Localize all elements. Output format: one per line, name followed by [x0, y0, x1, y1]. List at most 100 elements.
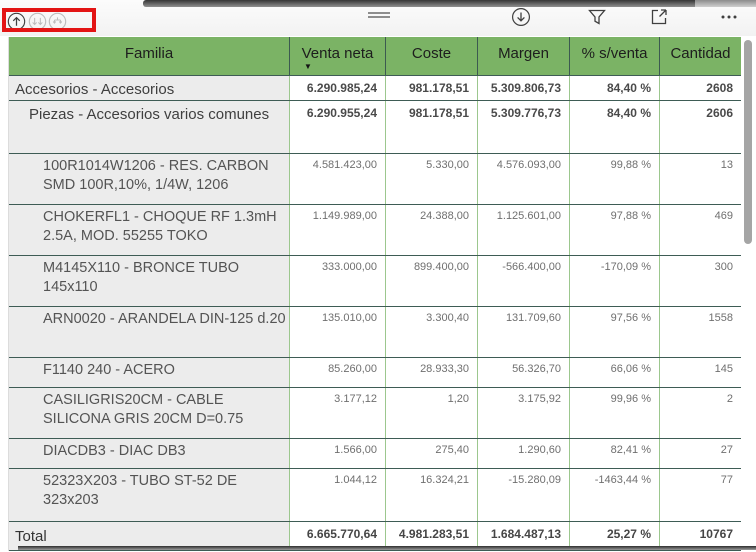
drill-down-toggle-button[interactable]	[510, 6, 532, 28]
cell-margen[interactable]: 3.175,92	[477, 388, 569, 438]
sort-descending-icon: ▼	[304, 62, 312, 71]
cell-coste[interactable]: 899.400,00	[385, 256, 477, 306]
cell-pct-s-venta[interactable]: 99,88 %	[569, 154, 659, 204]
column-header-label: Venta neta	[301, 45, 374, 62]
row-header[interactable]: M4145X110 - BRONCE TUBO 145x110	[9, 256, 289, 306]
cell-venta-neta[interactable]: 85.260,00	[289, 358, 385, 387]
more-options-button[interactable]	[718, 6, 740, 28]
cell-venta-neta[interactable]: 6.290.985,24	[289, 76, 385, 100]
focus-mode-button[interactable]	[648, 6, 670, 28]
cell-venta-neta[interactable]: 3.177,12	[289, 388, 385, 438]
cell-pct-s-venta[interactable]: 82,41 %	[569, 439, 659, 468]
cell-coste[interactable]: 24.388,00	[385, 205, 477, 255]
cell-margen[interactable]: 56.326,70	[477, 358, 569, 387]
column-header-label: Margen	[498, 45, 549, 62]
column-header-venta-neta[interactable]: Venta neta ▼	[289, 37, 385, 75]
cell-cantidad[interactable]: 145	[659, 358, 741, 387]
cell-coste[interactable]: 16.324,21	[385, 469, 477, 521]
column-header-label: Coste	[411, 45, 452, 62]
cell-venta-neta[interactable]: 333.000,00	[289, 256, 385, 306]
drag-handle[interactable]	[368, 12, 390, 19]
cell-cantidad[interactable]: 13	[659, 154, 741, 204]
column-header-familia[interactable]: Familia	[9, 37, 289, 75]
cell-venta-neta[interactable]: 6.290.955,24	[289, 101, 385, 153]
cell-margen[interactable]: 4.576.093,00	[477, 154, 569, 204]
cell-margen[interactable]: -15.280,09	[477, 469, 569, 521]
cell-pct-s-venta[interactable]: -1463,44 %	[569, 469, 659, 521]
table-row[interactable]: F1140 240 - ACERO 85.260,00 28.933,30 56.32…	[9, 358, 741, 388]
row-header[interactable]: DIACDB3 - DIAC DB3	[9, 439, 289, 468]
cell-coste[interactable]: 28.933,30	[385, 358, 477, 387]
cell-coste[interactable]: 1,20	[385, 388, 477, 438]
cell-venta-neta[interactable]: 1.149.989,00	[289, 205, 385, 255]
cell-venta-neta[interactable]: 1.044,12	[289, 469, 385, 521]
cell-pct-s-venta[interactable]: 84,40 %	[569, 76, 659, 100]
cell-pct-s-venta[interactable]: 66,06 %	[569, 358, 659, 387]
table-row[interactable]: DIACDB3 - DIAC DB3 1.566,00 275,40 1.290,60…	[9, 439, 741, 469]
cell-cantidad[interactable]: 2606	[659, 101, 741, 153]
row-header[interactable]: 100R1014W1206 - RES. CARBON SMD 100R,10%…	[9, 154, 289, 204]
row-header[interactable]: 52323X203 - TUBO ST-52 DE 323x203	[9, 469, 289, 521]
row-header[interactable]: CHOKERFL1 - CHOQUE RF 1.3mH 2.5A, MOD. 5…	[9, 205, 289, 255]
table-row[interactable]: Accesorios - Accesorios 6.290.985,24 981.1…	[9, 76, 741, 101]
cell-margen[interactable]: 131.709,60	[477, 307, 569, 357]
cell-cantidad[interactable]: 77	[659, 469, 741, 521]
matrix-table: Familia Venta neta ▼ Coste Margen % s/venta Ca…	[8, 37, 741, 551]
cell-coste[interactable]: 3.300,40	[385, 307, 477, 357]
table-row[interactable]: M4145X110 - BRONCE TUBO 145x110 333.000,0…	[9, 256, 741, 307]
filter-button[interactable]	[586, 6, 608, 28]
top-edge-strip-light	[695, 0, 756, 7]
total-cell-venta-neta: 6.665.770,64	[289, 522, 385, 550]
focus-mode-icon	[651, 9, 667, 25]
total-cell-coste: 4.981.283,51	[385, 522, 477, 550]
table-row[interactable]: 100R1014W1206 - RES. CARBON SMD 100R,10%…	[9, 154, 741, 205]
cell-cantidad[interactable]: 300	[659, 256, 741, 306]
cell-cantidad[interactable]: 1558	[659, 307, 741, 357]
cell-pct-s-venta[interactable]: 97,88 %	[569, 205, 659, 255]
column-header-label: Familia	[124, 45, 174, 62]
total-cell-cantidad: 10767	[659, 522, 741, 550]
cell-margen[interactable]: 5.309.776,73	[477, 101, 569, 153]
table-row[interactable]: CASILIGRIS20CM - CABLE SILICONA GRIS 20C…	[9, 388, 741, 439]
cell-cantidad[interactable]: 27	[659, 439, 741, 468]
column-header-coste[interactable]: Coste	[385, 37, 477, 75]
table-row[interactable]: ARN0020 - ARANDELA DIN-125 d.20 135.010,0…	[9, 307, 741, 358]
row-header[interactable]: F1140 240 - ACERO	[9, 358, 289, 387]
table-row[interactable]: CHOKERFL1 - CHOQUE RF 1.3mH 2.5A, MOD. 5…	[9, 205, 741, 256]
table-row[interactable]: Piezas - Accesorios varios comunes 6.290.…	[9, 101, 741, 154]
column-header-pct-s-venta[interactable]: % s/venta	[569, 37, 659, 75]
matrix-header-row: Familia Venta neta ▼ Coste Margen % s/venta Ca…	[9, 37, 741, 76]
cell-coste[interactable]: 5.330,00	[385, 154, 477, 204]
cell-margen[interactable]: 1.290,60	[477, 439, 569, 468]
cell-cantidad[interactable]: 2	[659, 388, 741, 438]
cell-venta-neta[interactable]: 4.581.423,00	[289, 154, 385, 204]
cell-cantidad[interactable]: 469	[659, 205, 741, 255]
cell-pct-s-venta[interactable]: -170,09 %	[569, 256, 659, 306]
row-header[interactable]: ARN0020 - ARANDELA DIN-125 d.20	[9, 307, 289, 357]
cell-coste[interactable]: 981.178,51	[385, 76, 477, 100]
column-header-cantidad[interactable]: Cantidad	[659, 37, 741, 75]
drill-down-toggle-icon	[512, 8, 530, 26]
cell-coste[interactable]: 981.178,51	[385, 101, 477, 153]
cell-venta-neta[interactable]: 1.566,00	[289, 439, 385, 468]
cell-venta-neta[interactable]: 135.010,00	[289, 307, 385, 357]
cell-margen[interactable]: 1.125.601,00	[477, 205, 569, 255]
vertical-scrollbar[interactable]	[744, 40, 752, 244]
column-header-label: % s/venta	[581, 45, 648, 62]
column-header-margen[interactable]: Margen	[477, 37, 569, 75]
cell-pct-s-venta[interactable]: 97,56 %	[569, 307, 659, 357]
row-header[interactable]: Piezas - Accesorios varios comunes	[9, 101, 289, 153]
table-row[interactable]: 52323X203 - TUBO ST-52 DE 323x203 1.044,1…	[9, 469, 741, 522]
column-header-label: Cantidad	[670, 45, 731, 62]
cell-coste[interactable]: 275,40	[385, 439, 477, 468]
row-header[interactable]: CASILIGRIS20CM - CABLE SILICONA GRIS 20C…	[9, 388, 289, 438]
matrix-total-row[interactable]: Total 6.665.770,64 4.981.283,51 1.684.487,1…	[9, 522, 741, 551]
cell-margen[interactable]: 5.309.806,73	[477, 76, 569, 100]
cell-pct-s-venta[interactable]: 84,40 %	[569, 101, 659, 153]
row-header[interactable]: Accesorios - Accesorios	[9, 76, 289, 100]
cell-margen[interactable]: -566.400,00	[477, 256, 569, 306]
cell-cantidad[interactable]: 2608	[659, 76, 741, 100]
cell-pct-s-venta[interactable]: 99,96 %	[569, 388, 659, 438]
top-edge-strip	[143, 0, 695, 7]
